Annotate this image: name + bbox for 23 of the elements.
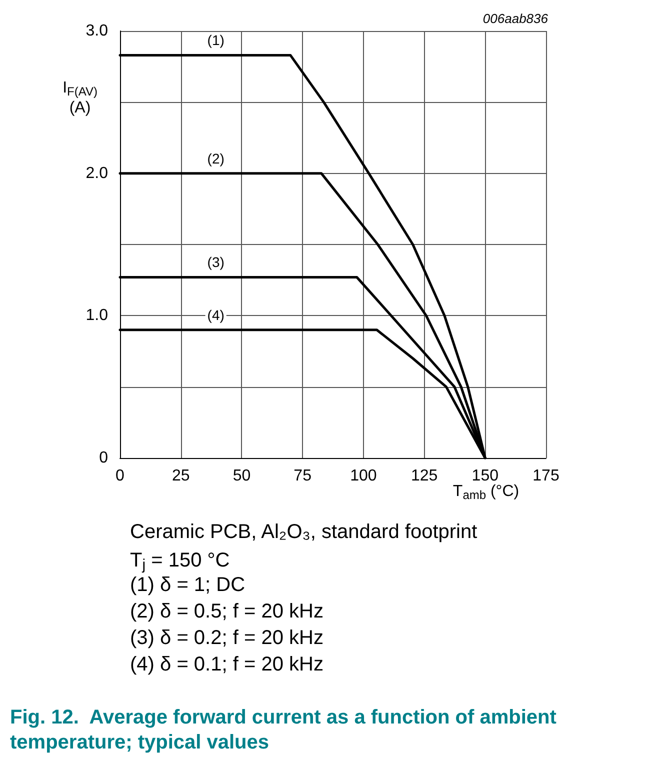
x-tick-label: 125 <box>410 468 438 484</box>
y-tick-label: 0 <box>99 450 108 466</box>
series-label: (2) <box>207 150 224 166</box>
x-tick-label: 25 <box>172 468 190 484</box>
x-tick-label: 50 <box>232 468 251 484</box>
series-label: (1) <box>207 32 224 48</box>
y-tick-label: 3.0 <box>86 22 108 40</box>
text: Fig. 12. Average forward current as a function of ambient temperature; typical values <box>10 706 562 754</box>
series-label: (3) <box>207 254 224 270</box>
x-tick-label: 150 <box>472 468 499 484</box>
x-tick-label: 0 <box>116 468 125 484</box>
text: (4) δ = 0.1; f = 20 kHz <box>130 654 324 676</box>
text: 006aab836 <box>482 11 549 26</box>
x-tick-label: 75 <box>294 468 312 484</box>
text: (3) δ = 0.2; f = 20 kHz <box>130 627 324 649</box>
text: (2) δ = 0.5; f = 20 kHz <box>130 600 324 622</box>
y-tick-label: 2.0 <box>86 164 108 182</box>
y-tick-label: 1.0 <box>86 307 108 324</box>
x-tick-label: 175 <box>532 468 560 484</box>
series-label: (4) <box>207 306 224 323</box>
text: (1) δ = 1; DC <box>130 574 246 596</box>
x-tick-label: 100 <box>350 468 377 484</box>
text: Ceramic PCB, Al₂O₃, standard footprint <box>130 521 478 543</box>
